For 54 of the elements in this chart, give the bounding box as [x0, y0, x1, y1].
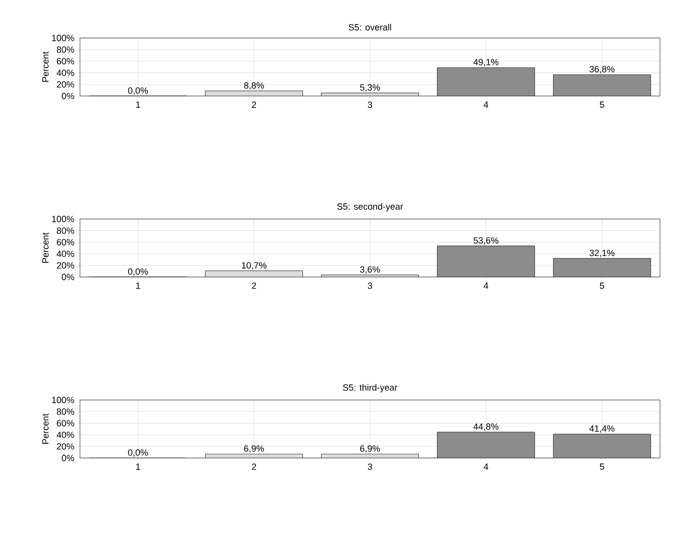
y-tick-label: 0%	[62, 92, 74, 100]
y-tick-label: 20%	[56, 443, 74, 450]
data-label: 44,8%	[473, 423, 498, 431]
y-tick-label: 80%	[56, 408, 74, 415]
data-label: 0,0%	[128, 449, 148, 457]
x-tick-label: 4	[484, 102, 488, 108]
y-tick-label: 20%	[56, 81, 74, 88]
y-axis-title: Percent	[42, 414, 49, 444]
x-tick-label: 1	[136, 102, 140, 108]
y-tick-label: 0%	[62, 274, 74, 280]
data-label: 8,8%	[244, 82, 264, 90]
data-label: 6,9%	[360, 445, 380, 453]
data-label: 5,3%	[360, 84, 380, 92]
x-tick-label: 5	[600, 464, 604, 470]
data-label: 41,4%	[589, 425, 614, 433]
y-tick-label: 60%	[56, 239, 74, 246]
y-tick-label: 100%	[52, 396, 74, 404]
data-label: 32,1%	[590, 250, 614, 258]
chart-title: S5: overall	[348, 24, 392, 30]
x-tick-label: 1	[136, 282, 140, 289]
chart-title: S5: third-year	[342, 384, 398, 392]
y-tick-label: 40%	[56, 432, 74, 438]
data-label: 0,0%	[128, 87, 148, 95]
x-tick-label: 2	[252, 102, 256, 108]
x-tick-label: 2	[252, 282, 256, 289]
x-tick-label: 5	[600, 102, 604, 108]
x-tick-label: 4	[484, 464, 488, 470]
x-tick-label: 1	[136, 464, 140, 470]
y-tick-label: 60%	[56, 420, 74, 426]
data-label: 6,9%	[244, 445, 264, 453]
x-tick-label: 2	[252, 464, 256, 470]
data-label: 53,6%	[474, 237, 498, 245]
y-tick-label: 60%	[56, 58, 74, 64]
x-tick-label: 3	[368, 282, 372, 289]
data-label: 0,0%	[128, 268, 148, 276]
data-label: 3,6%	[360, 266, 380, 274]
x-tick-label: 3	[368, 464, 372, 470]
y-tick-label: 100%	[52, 34, 74, 42]
data-label: 10,7%	[242, 262, 266, 270]
x-tick-label: 3	[368, 102, 372, 108]
data-label: 36,8%	[590, 66, 614, 74]
y-tick-label: 80%	[56, 227, 74, 234]
y-tick-label: 100%	[52, 216, 74, 222]
y-tick-label: 40%	[56, 70, 74, 76]
y-axis-title: Percent	[42, 232, 49, 263]
x-tick-label: 4	[484, 282, 488, 289]
y-tick-label: 20%	[56, 262, 74, 269]
y-axis-title: Percent	[42, 52, 49, 82]
chart-title: S5: second-year	[337, 203, 404, 212]
y-tick-label: 0%	[62, 454, 74, 462]
y-tick-label: 80%	[56, 46, 74, 53]
x-tick-label: 5	[600, 282, 604, 289]
y-tick-label: 40%	[56, 250, 74, 257]
data-label: 49,1%	[473, 58, 498, 66]
